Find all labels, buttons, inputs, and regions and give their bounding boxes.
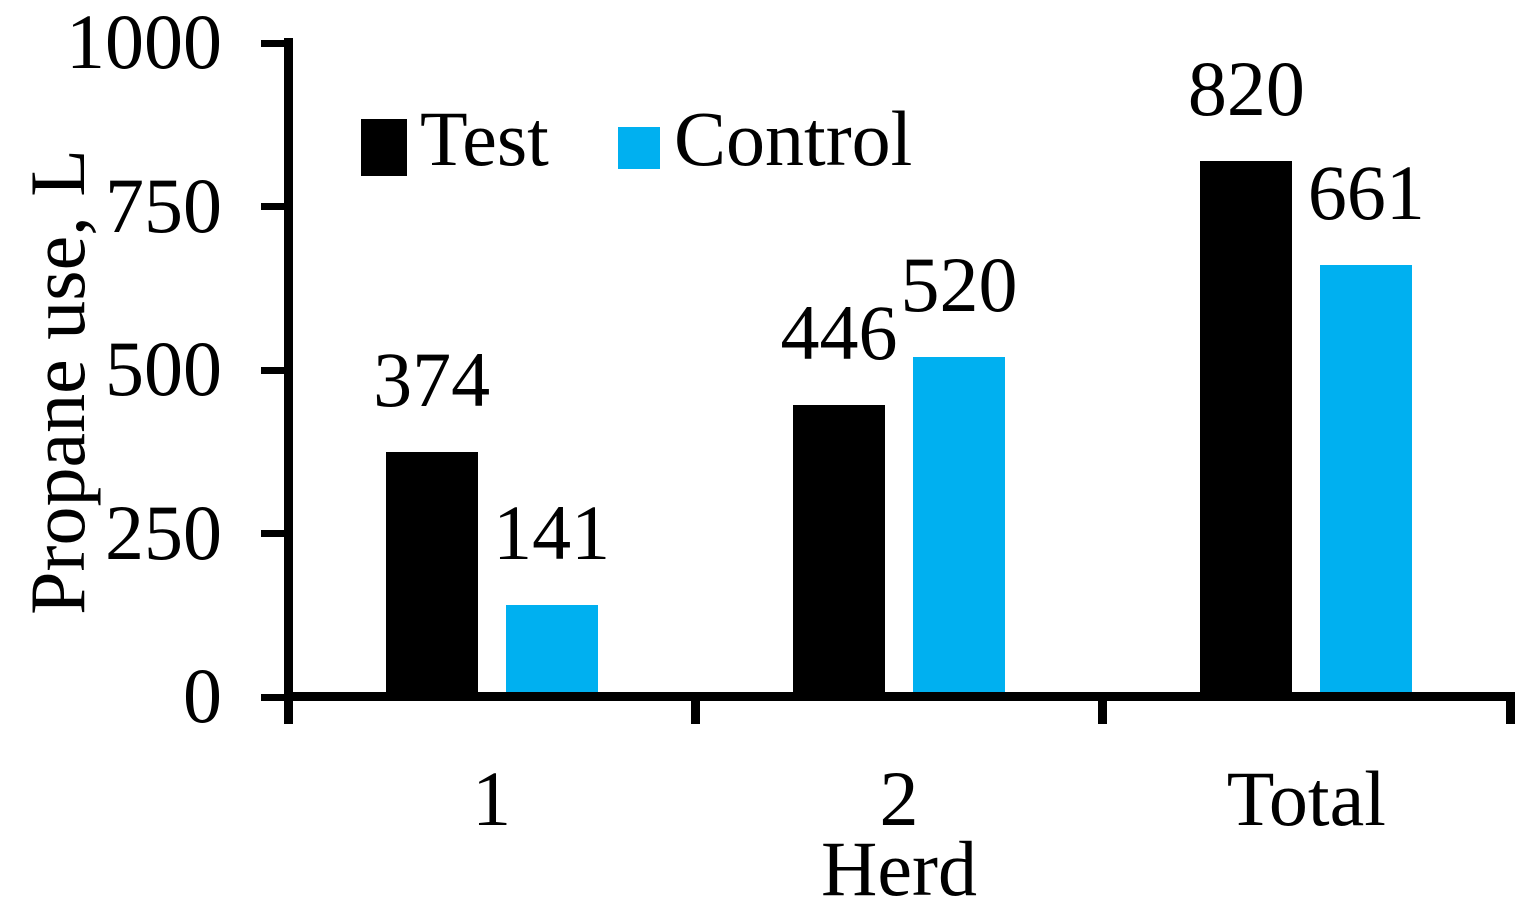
y-tick-label: 1000 [66, 0, 222, 85]
data-label-control-1: 141 [493, 488, 611, 576]
data-label-test-2: 446 [780, 289, 898, 377]
bar-test-total [1200, 160, 1293, 701]
y-tick [261, 203, 289, 210]
x-tick [1098, 694, 1108, 724]
data-label-test-1: 374 [373, 336, 491, 424]
x-tick [1505, 694, 1515, 724]
bar-control-2 [913, 356, 1005, 701]
y-tick-label: 250 [105, 488, 222, 576]
x-tick [283, 694, 293, 724]
x-category-label: 2 [879, 755, 919, 842]
y-tick [261, 39, 289, 47]
data-label-test-total: 820 [1187, 44, 1305, 132]
x-category-label: Total [1226, 755, 1386, 842]
legend-swatch-test-icon [361, 119, 407, 176]
legend-label-test: Test [420, 95, 549, 182]
x-axis-line [284, 692, 1515, 701]
y-tick [261, 366, 289, 374]
x-category-label: 1 [472, 755, 512, 842]
y-tick-label: 750 [105, 161, 222, 249]
bar-control-total [1320, 264, 1413, 701]
bar-control-1 [505, 604, 598, 701]
data-label-control-2: 520 [900, 240, 1018, 328]
legend-swatch-control-icon [618, 127, 660, 169]
x-tick [690, 694, 700, 724]
data-label-control-total: 661 [1307, 148, 1425, 236]
y-tick [261, 693, 289, 701]
bar-test-2 [793, 405, 885, 701]
bar-test-1 [385, 452, 478, 701]
legend-label-control: Control [674, 95, 913, 182]
y-tick-label: 500 [105, 325, 222, 412]
y-tick [261, 530, 289, 537]
x-axis-title: Herd [821, 825, 977, 912]
y-tick-label: 0 [183, 652, 222, 739]
